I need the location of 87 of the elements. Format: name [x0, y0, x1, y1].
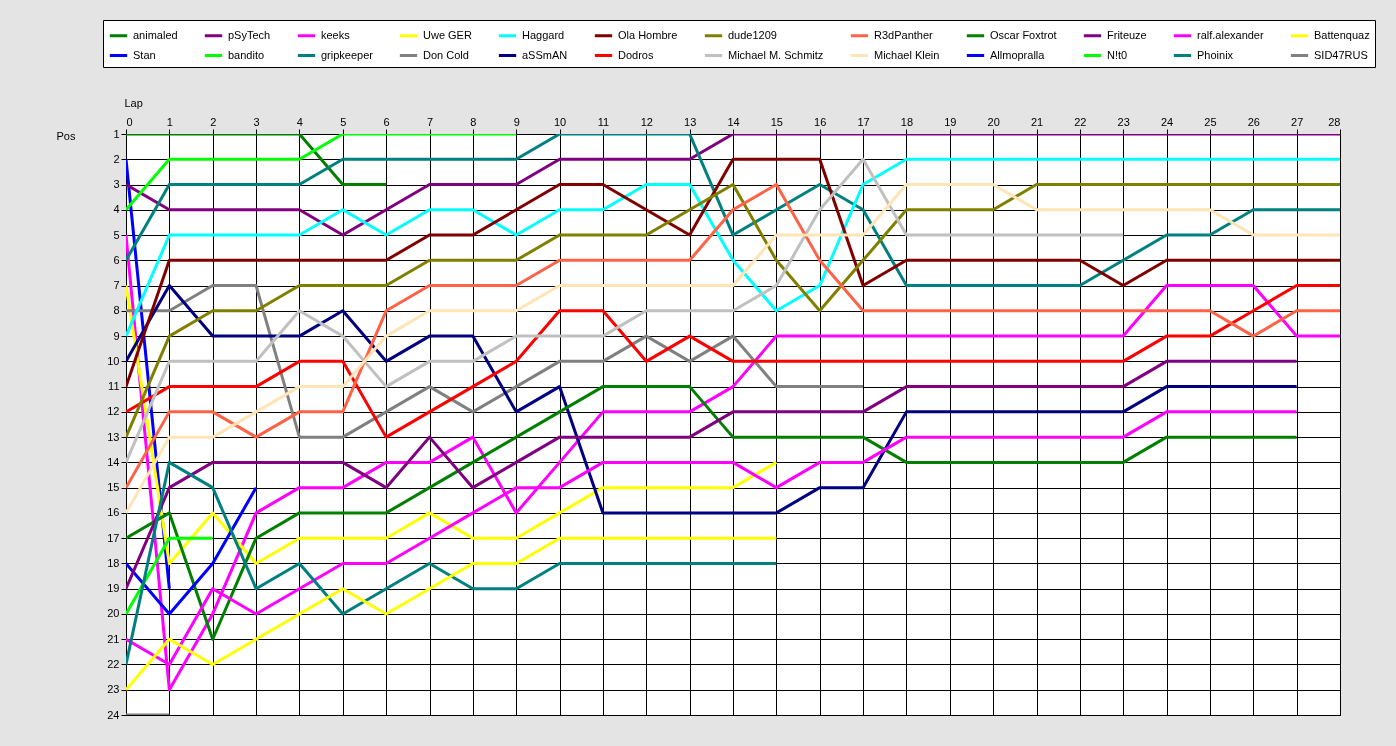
x-tick-label: 21: [1030, 115, 1044, 128]
x-tick-label: 14: [727, 115, 740, 128]
legend-label: animaled: [133, 28, 178, 41]
x-tick-label: 4: [296, 115, 303, 128]
x-tick-label: 7: [426, 115, 434, 128]
x-tick-label: 19: [944, 115, 957, 128]
x-tick-label: 13: [684, 115, 697, 128]
x-tick-label: 28: [1328, 115, 1341, 128]
legend-label: pSyTech: [228, 28, 271, 41]
legend-label: Uwe GER: [423, 28, 472, 41]
x-tick-label: 1: [166, 115, 173, 128]
x-tick-label: 3: [253, 115, 260, 128]
y-tick-label: 7: [113, 279, 120, 292]
legend-label: Michael M. Schmitz: [728, 48, 824, 61]
x-axis-title: Lap: [124, 96, 143, 109]
y-axis-title: Pos: [56, 129, 76, 142]
y-tick-label: 16: [107, 506, 120, 519]
line-series: [126, 157, 1125, 464]
line-series: [126, 284, 865, 439]
legend-label: Phoinix: [1197, 48, 1234, 61]
legend-label: dude1209: [728, 28, 777, 41]
y-tick-label: 3: [113, 178, 120, 191]
x-tick-label: 6: [383, 115, 390, 128]
x-tick-label: 0: [126, 115, 133, 128]
y-tick-label: 23: [107, 683, 120, 696]
legend-label: Dodros: [618, 48, 654, 61]
y-tick-label: 8: [113, 304, 120, 317]
legend-label: Oscar Foxtrot: [990, 28, 1057, 41]
x-tick-label: 5: [340, 115, 347, 128]
legend-label: Don Cold: [423, 48, 469, 61]
x-tick-label: 9: [513, 115, 520, 128]
legend-label: Haggard: [522, 28, 565, 41]
y-tick-label: 4: [113, 203, 120, 216]
legend-label: bandito: [228, 48, 265, 61]
y-tick-label: 6: [113, 253, 120, 266]
x-tick-label: 16: [814, 115, 827, 128]
legend-label: Allmopralla: [990, 48, 1046, 61]
legend-label: Ola Hombre: [618, 28, 678, 41]
y-tick-label: 18: [107, 556, 120, 569]
legend-label: Friteuze: [1107, 28, 1147, 41]
legend-label: ralf.alexander: [1197, 28, 1264, 41]
y-tick-label: 13: [107, 430, 120, 443]
x-tick-label: 22: [1074, 115, 1087, 128]
legend-label: R3dPanther: [874, 28, 934, 41]
legend-label: keeks: [321, 28, 351, 41]
x-tick-label: 25: [1204, 115, 1217, 128]
y-tick-label: 11: [108, 380, 120, 393]
legend-label: Battenquaz: [1314, 28, 1370, 41]
line-series: [126, 284, 1299, 515]
x-tick-label: 10: [553, 115, 567, 128]
line-series: [126, 359, 1299, 591]
y-tick-label: 1: [113, 127, 120, 140]
y-tick-label: 20: [107, 607, 120, 620]
line-series: [126, 284, 778, 565]
y-tick-label: 5: [113, 228, 120, 241]
x-tick-label: 18: [900, 115, 914, 128]
x-tick-label: 20: [987, 115, 1000, 128]
x-tick-label: 17: [857, 115, 870, 128]
y-tick-label: 10: [107, 354, 120, 367]
y-tick-label: 2: [113, 152, 120, 165]
legend-label: aSSmAN: [522, 48, 568, 61]
y-tick-label: 14: [107, 455, 120, 468]
legend-label: gripkeeper: [321, 48, 374, 61]
x-tick-label: 24: [1160, 115, 1174, 128]
x-tick-label: 26: [1247, 115, 1260, 128]
x-tick-label: 23: [1117, 115, 1130, 128]
x-tick-label: 8: [470, 115, 477, 128]
y-tick-label: 17: [107, 531, 120, 544]
y-tick-label: 15: [107, 481, 120, 494]
line-series: [126, 460, 778, 666]
legend-label: N!t0: [1107, 48, 1128, 61]
x-tick-label: 15: [770, 115, 783, 128]
x-tick-label: 12: [640, 115, 653, 128]
y-tick-label: 22: [107, 657, 120, 670]
y-tick-label: 19: [107, 582, 120, 595]
y-tick-label: 24: [107, 708, 120, 721]
line-series: [126, 536, 778, 692]
line-series: [126, 385, 1299, 641]
x-tick-label: 11: [597, 115, 610, 128]
y-tick-label: 9: [113, 329, 120, 342]
legend-label: SID47RUS: [1314, 48, 1368, 61]
legend-label: Stan: [133, 48, 156, 61]
y-tick-label: 21: [107, 632, 120, 645]
legend-label: Michael Klein: [874, 48, 940, 61]
x-tick-label: 2: [210, 115, 217, 128]
x-tick-label: 27: [1291, 115, 1304, 128]
y-tick-label: 12: [107, 405, 120, 418]
